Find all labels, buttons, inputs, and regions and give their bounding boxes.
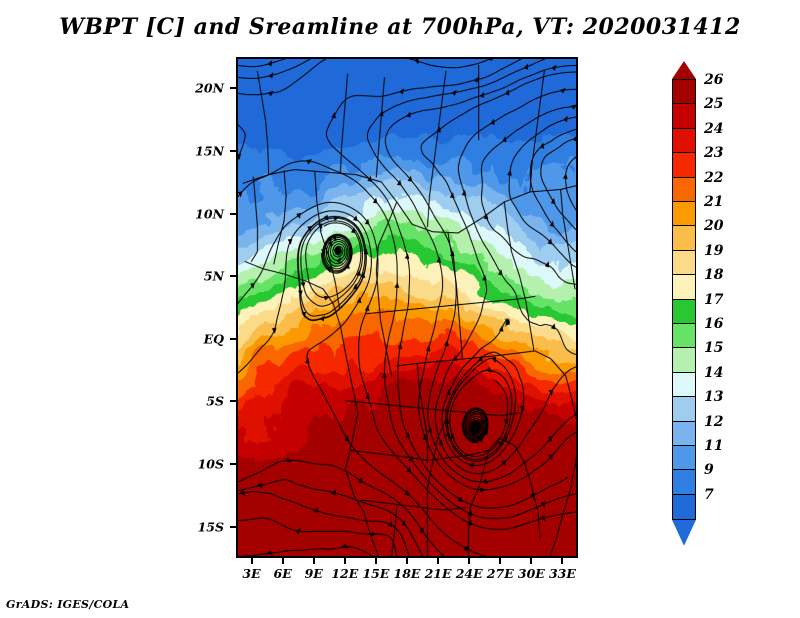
colorbar-tick-label: 11: [704, 438, 724, 454]
x-axis-label: 15E: [362, 566, 390, 581]
colorbar-band: [672, 274, 696, 301]
x-axis-tick: [406, 558, 408, 564]
y-axis-label: 15N: [195, 143, 224, 159]
colorbar-tick-label: 9: [704, 462, 714, 479]
colorbar-tick-label: 17: [704, 291, 724, 308]
colorbar-tick-label: 25: [704, 96, 724, 113]
x-axis-tick: [561, 558, 564, 564]
x-axis-label: 27E: [486, 566, 514, 581]
x-axis-label: 24E: [455, 566, 483, 581]
colorbar-tick-label: 12: [704, 413, 724, 430]
x-axis-tick: [343, 558, 346, 564]
y-axis-label: 10N: [195, 206, 224, 222]
x-axis-label: 6E: [273, 566, 292, 581]
colorbar-band: [672, 127, 696, 154]
colorbar-tick-label: 22: [704, 169, 724, 186]
y-axis-tick: [230, 337, 236, 340]
colorbar-band: [672, 79, 696, 105]
colorbar-band: [672, 323, 696, 349]
footer-credit: GrADS: IGES/COLA: [6, 598, 130, 611]
x-axis-tick: [437, 558, 440, 564]
page-title: WBPT [C] and Sreamline at 700hPa, VT: 20…: [59, 14, 741, 40]
colorbar-band: [672, 201, 696, 227]
x-axis-label: 12E: [331, 566, 359, 581]
colorbar-band: [672, 249, 696, 276]
colorbar-band: [672, 298, 696, 325]
y-axis-label: 10S: [197, 456, 224, 472]
colorbar-band: [672, 420, 696, 447]
x-axis-label: 18E: [393, 566, 421, 581]
x-axis-tick: [530, 558, 533, 564]
y-axis-tick: [230, 400, 236, 403]
colorbar-band: [672, 176, 696, 203]
colorbar: 26 25 24 23 22 21 20 19 18 17 16 15 14 13 12 11 9 7: [672, 57, 792, 557]
y-axis-label: 15S: [197, 519, 224, 535]
x-axis-tick: [374, 558, 377, 564]
colorbar-band: [672, 152, 696, 179]
y-axis-label: 20N: [195, 80, 224, 96]
colorbar-tick-label: 21: [704, 194, 724, 210]
colorbar-tick-label: 7: [704, 486, 714, 503]
colorbar-tick-label: 14: [704, 364, 724, 381]
colorbar-band: [672, 396, 696, 423]
y-axis-tick: [230, 463, 236, 466]
colorbar-band: [672, 371, 696, 398]
colorbar-band: [672, 225, 696, 252]
y-axis-tick: [230, 525, 236, 528]
colorbar-tick-label: 23: [704, 145, 724, 162]
x-axis-label: 30E: [517, 566, 545, 581]
colorbar-band: [672, 445, 696, 471]
colorbar-bottom-arrow: [672, 519, 696, 546]
colorbar-tick-label: 24: [704, 120, 724, 137]
x-axis-tick: [312, 558, 315, 564]
weather-map-canvas: [238, 59, 576, 556]
colorbar-tick-label: 26: [704, 72, 724, 88]
colorbar-tick-label: 18: [704, 267, 724, 284]
map-plot-area: [236, 57, 578, 558]
colorbar-tick-label: 16: [704, 316, 724, 332]
y-axis-label: 5N: [203, 268, 224, 284]
x-axis-label: 9E: [304, 566, 323, 581]
y-axis-tick: [230, 212, 236, 215]
y-axis-tick: [230, 149, 236, 152]
colorbar-band: [672, 469, 696, 496]
y-axis-label: EQ: [203, 331, 224, 347]
x-axis-label: 33E: [548, 566, 576, 581]
colorbar-band: [672, 493, 696, 520]
colorbar-band: [672, 347, 696, 374]
colorbar-top-arrow: [672, 61, 696, 79]
y-axis-tick: [230, 87, 236, 90]
colorbar-band: [672, 103, 696, 130]
x-axis-tick: [250, 558, 253, 564]
x-axis-tick: [281, 558, 284, 564]
x-axis-tick: [499, 558, 502, 564]
colorbar-tick-label: 13: [704, 389, 724, 406]
colorbar-tick-label: 20: [704, 218, 724, 235]
x-axis-label: 21E: [424, 566, 452, 581]
y-axis-label: 5S: [206, 393, 224, 409]
colorbar-tick-label: 15: [704, 340, 724, 357]
x-axis-tick: [468, 558, 471, 564]
x-axis-label: 3E: [242, 566, 261, 581]
y-axis-tick: [230, 275, 236, 278]
colorbar-tick-label: 19: [704, 242, 724, 259]
